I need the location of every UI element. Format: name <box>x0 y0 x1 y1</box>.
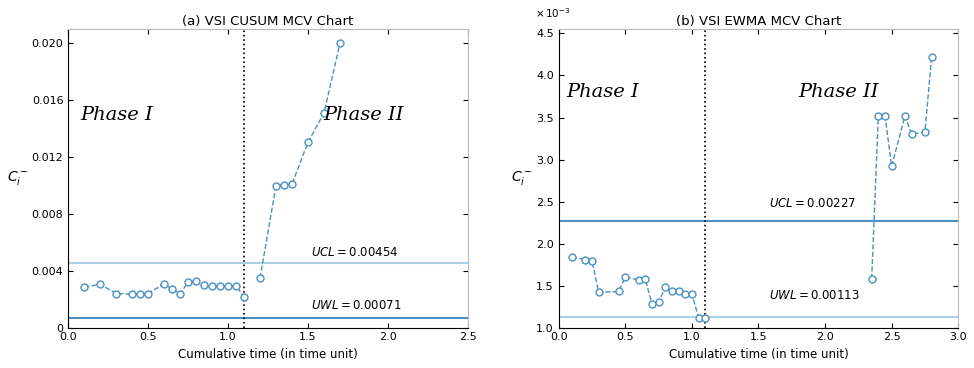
Text: $\mathit{UWL}=0.00113$: $\mathit{UWL}=0.00113$ <box>769 289 860 302</box>
X-axis label: Cumulative time (in time unit): Cumulative time (in time unit) <box>668 348 848 361</box>
Y-axis label: $C_i^-$: $C_i^-$ <box>511 169 533 187</box>
X-axis label: Cumulative time (in time unit): Cumulative time (in time unit) <box>178 348 357 361</box>
Text: Phase II: Phase II <box>798 83 879 101</box>
Title: (a) VSI CUSUM MCV Chart: (a) VSI CUSUM MCV Chart <box>182 15 354 28</box>
Title: (b) VSI EWMA MCV Chart: (b) VSI EWMA MCV Chart <box>676 15 842 28</box>
Y-axis label: $C_i^-$: $C_i^-$ <box>7 169 28 187</box>
Text: $\mathit{UCL}=0.00454$: $\mathit{UCL}=0.00454$ <box>311 246 399 259</box>
Text: Phase I: Phase I <box>566 83 639 101</box>
Text: Phase I: Phase I <box>80 106 153 124</box>
Text: $\mathit{UWL}=0.00071$: $\mathit{UWL}=0.00071$ <box>311 299 402 312</box>
Text: $\mathit{UCL}=0.00227$: $\mathit{UCL}=0.00227$ <box>769 197 856 210</box>
Text: $\times\,10^{-3}$: $\times\,10^{-3}$ <box>535 7 571 20</box>
Text: Phase II: Phase II <box>323 106 404 124</box>
